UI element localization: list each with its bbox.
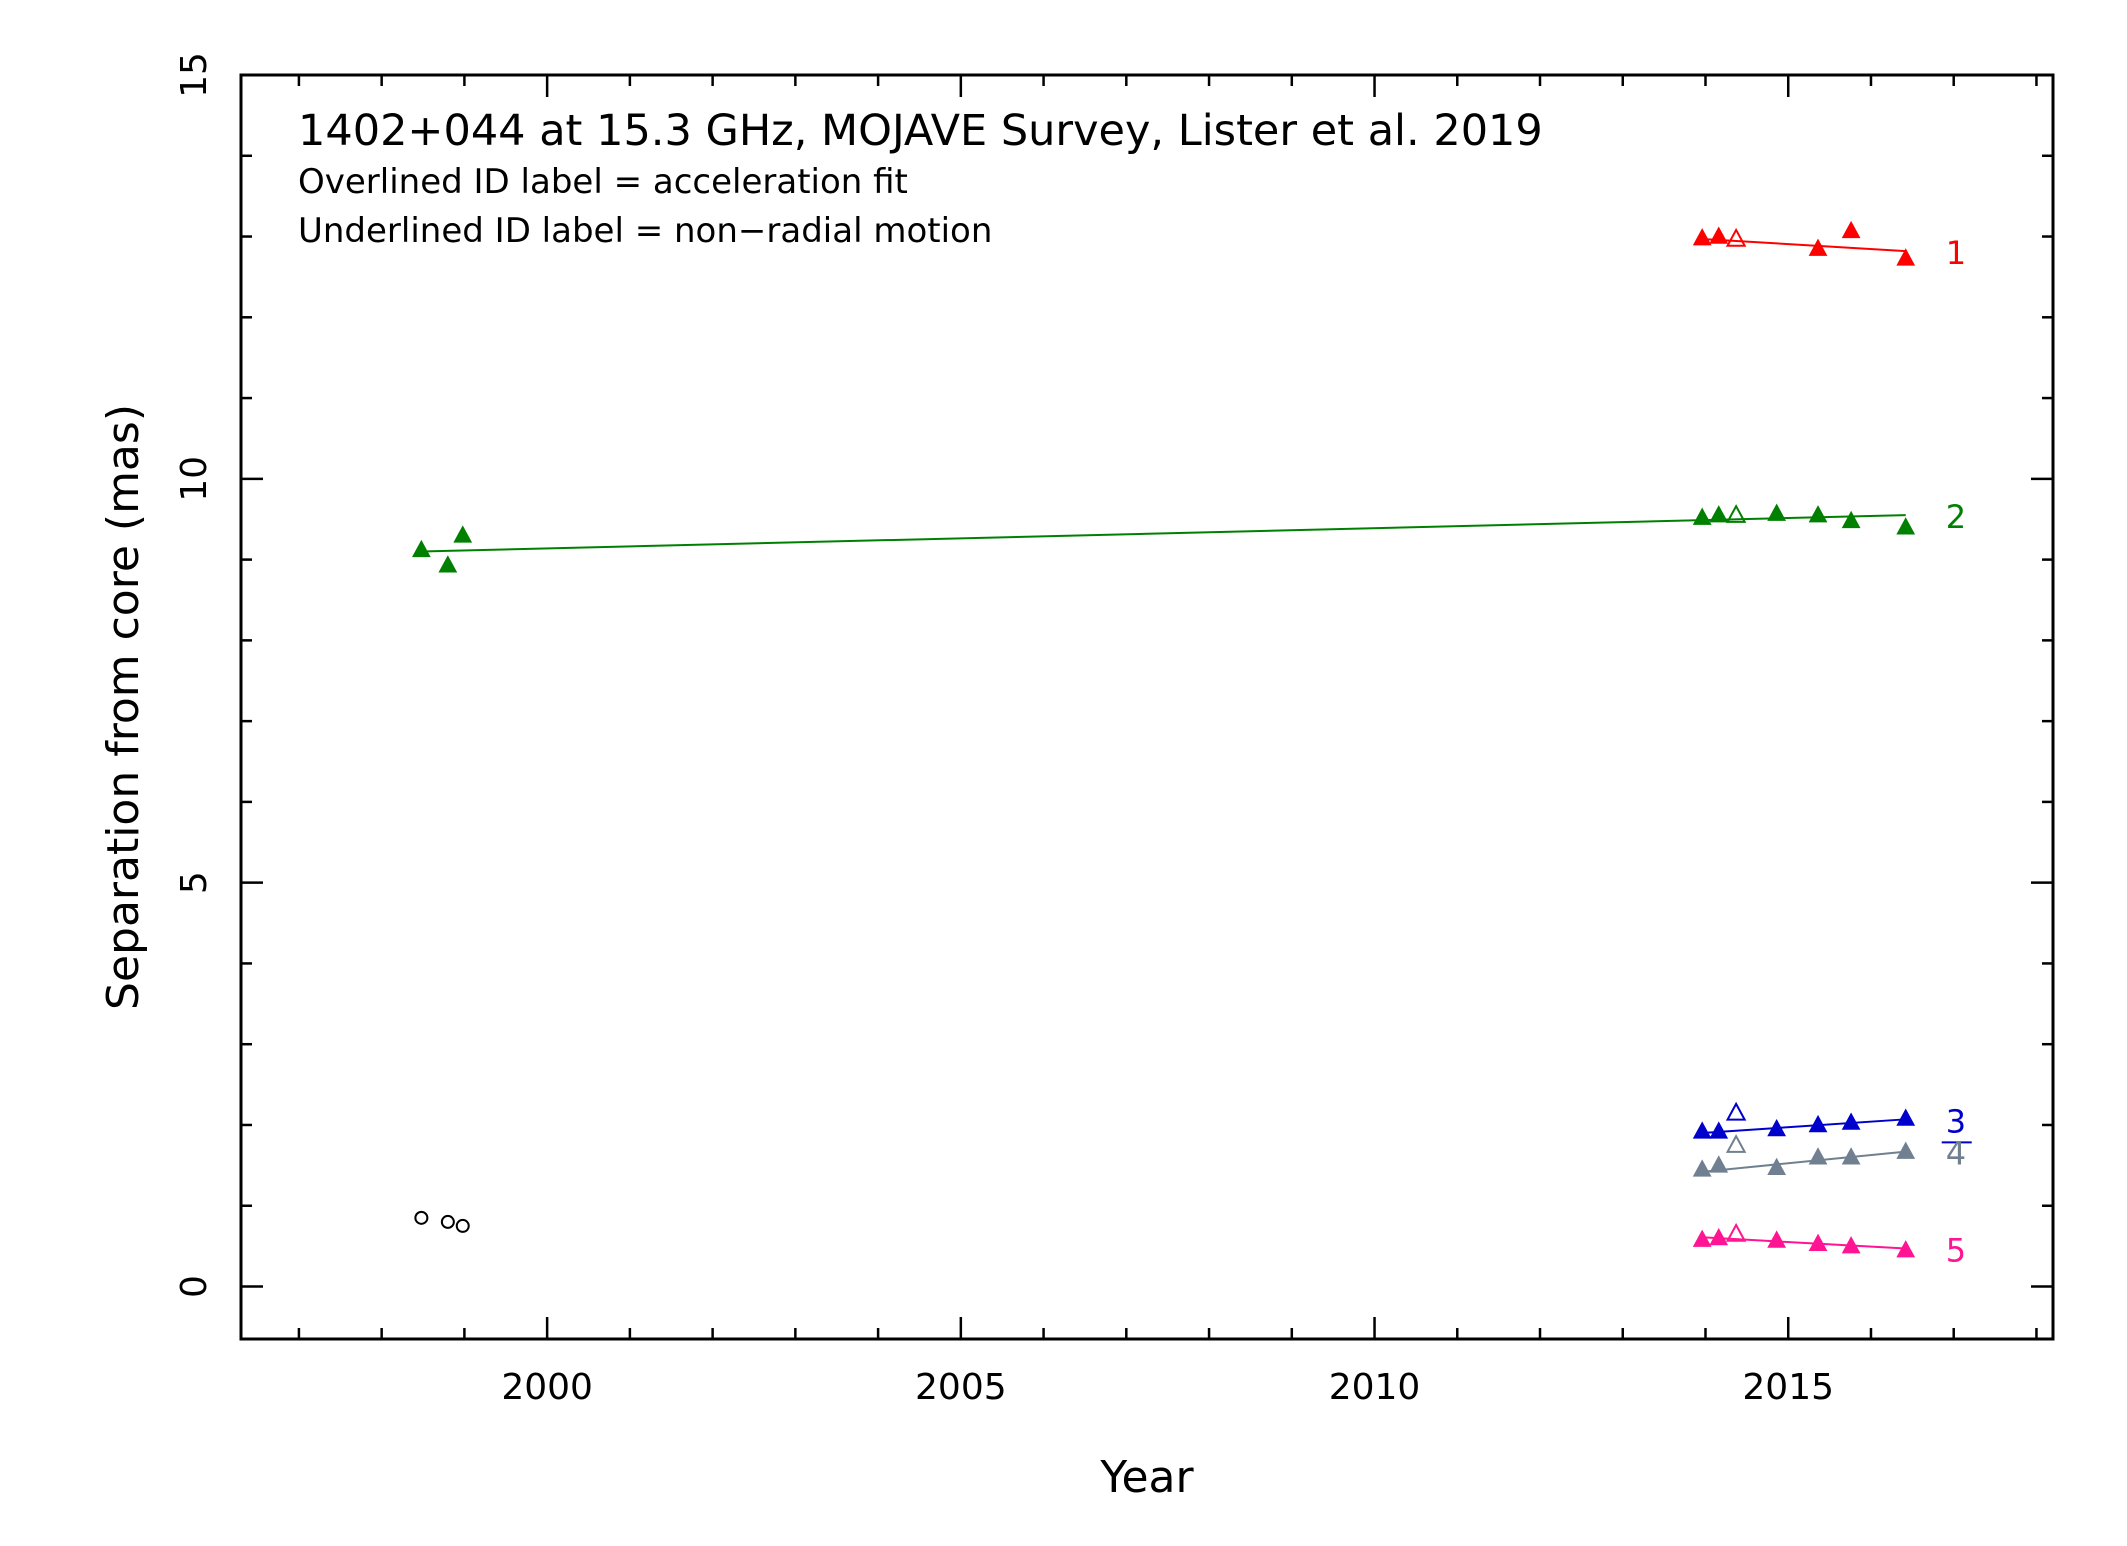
component-label-1: 1 — [1946, 234, 1966, 272]
data-point — [438, 555, 458, 573]
x-tick-label: 2000 — [501, 1367, 593, 1408]
component-id-labels: 1 2 34 5 — [1941, 234, 1972, 1270]
fit-line-1 — [1702, 237, 1906, 253]
data-point — [1841, 510, 1861, 529]
plot-frame — [239, 73, 2055, 1341]
data-point — [1896, 1108, 1916, 1126]
data-point — [1896, 1141, 1916, 1159]
data-point — [1725, 1222, 1747, 1242]
data-point — [1725, 504, 1747, 523]
data-point — [1692, 507, 1712, 525]
data-point — [1808, 1114, 1828, 1133]
data-point — [1725, 1101, 1747, 1121]
fit-line-4 — [1702, 1150, 1906, 1173]
fit-line-2 — [421, 514, 1906, 553]
data-point — [1692, 1121, 1712, 1139]
component-label-3: 3 — [1946, 1102, 1966, 1140]
data-point — [1709, 1227, 1729, 1246]
data-point — [1767, 1230, 1787, 1248]
fit-line-5 — [1702, 1236, 1906, 1250]
x-tick-label: 2005 — [915, 1367, 1007, 1408]
data-point — [1841, 1112, 1861, 1130]
data-point — [1709, 226, 1729, 244]
data-point — [1808, 238, 1828, 256]
data-point — [1767, 1118, 1787, 1137]
y-tick-label: 5 — [174, 871, 215, 894]
data-point — [1896, 248, 1916, 266]
data-point — [440, 1214, 455, 1229]
data-point — [1692, 1159, 1712, 1177]
data-point — [1841, 1236, 1861, 1254]
component-label-2: 2 — [1946, 498, 1966, 536]
component-label-5: 5 — [1946, 1232, 1966, 1270]
data-point — [1709, 1155, 1729, 1173]
data-point — [455, 1218, 470, 1233]
y-tick-label: 10 — [174, 456, 215, 502]
note-overlined: Overlined ID label = acceleration fit — [298, 162, 908, 202]
data-point — [1896, 1240, 1916, 1258]
data-points — [411, 220, 1916, 1258]
data-point — [453, 525, 473, 543]
data-point — [1767, 1157, 1787, 1176]
y-tick-label: 15 — [174, 52, 215, 98]
chart-title: 1402+044 at 15.3 GHz, MOJAVE Survey, Lis… — [298, 106, 1543, 156]
data-point — [1709, 1121, 1729, 1139]
data-point — [1692, 1229, 1712, 1247]
data-point — [1767, 503, 1787, 521]
x-tick-label: 2015 — [1742, 1367, 1834, 1408]
x-tick-label: 2010 — [1329, 1367, 1421, 1408]
data-point — [1725, 227, 1747, 247]
data-point — [1841, 1147, 1861, 1165]
fit-lines — [421, 237, 1906, 1250]
data-point — [1725, 1134, 1747, 1153]
data-point — [1808, 1147, 1828, 1165]
data-point — [414, 1210, 429, 1225]
data-point — [1896, 517, 1916, 535]
x-axis-label: Year — [1099, 1452, 1194, 1503]
data-point — [1808, 505, 1828, 523]
data-point — [1692, 228, 1712, 246]
fit-line-3 — [1702, 1118, 1906, 1135]
component-label-4: 4 — [1946, 1135, 1966, 1173]
data-point — [1709, 505, 1729, 523]
y-tick-label: 0 — [174, 1275, 215, 1298]
note-underlined: Underlined ID label = non−radial motion — [298, 211, 992, 251]
y-axis-label: Separation from core (mas) — [98, 404, 149, 1010]
data-point — [1841, 220, 1861, 239]
data-point — [411, 539, 431, 558]
data-point — [1808, 1233, 1828, 1251]
